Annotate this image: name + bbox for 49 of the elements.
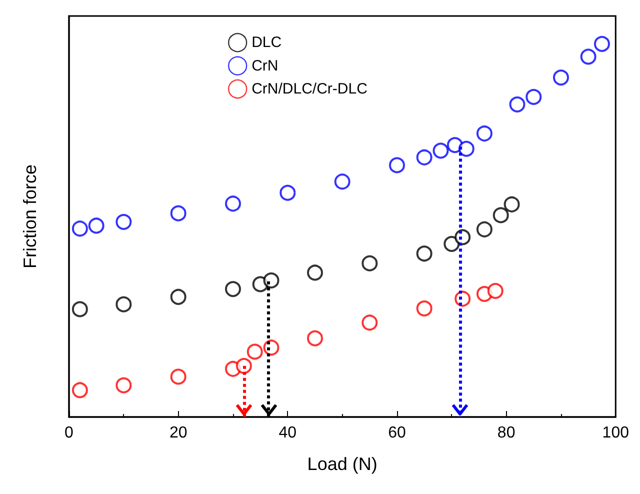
point [246, 344, 263, 360]
point [170, 205, 186, 222]
point [72, 220, 88, 237]
point [307, 264, 323, 281]
point [280, 184, 296, 201]
legend-label: DLC [252, 34, 282, 52]
x-tick-label: 40 [278, 424, 297, 442]
point [362, 255, 378, 272]
point [334, 174, 350, 190]
point [580, 48, 596, 65]
point [307, 330, 323, 346]
point [72, 382, 88, 398]
point [432, 142, 449, 159]
point [476, 126, 492, 142]
point [526, 88, 542, 105]
point [116, 214, 132, 230]
x-tick-label: 20 [169, 424, 188, 442]
x-tick-label: 60 [388, 424, 406, 442]
point [458, 140, 474, 157]
point [416, 300, 432, 316]
point [416, 246, 432, 262]
x-tick-label: 80 [497, 424, 516, 442]
point [362, 314, 378, 331]
point [72, 301, 88, 318]
x-tick-label: 0 [64, 424, 74, 442]
point [236, 358, 252, 374]
point [416, 149, 432, 166]
legend-label: CrN [252, 57, 278, 74]
legend-label: CrN/DLC/Cr-DLC [252, 80, 368, 98]
point [444, 236, 460, 252]
point [487, 282, 504, 299]
point [88, 218, 104, 234]
point [225, 196, 241, 212]
point [225, 281, 241, 298]
point [553, 70, 569, 86]
y-axis-title: Friction force [20, 164, 40, 269]
x-tick-label: 100 [602, 424, 630, 442]
point [476, 221, 492, 238]
point [170, 368, 186, 385]
point [116, 377, 132, 394]
point [492, 207, 509, 224]
point [170, 288, 186, 305]
point [594, 36, 610, 52]
point [263, 272, 280, 288]
point [504, 196, 520, 212]
point [509, 96, 526, 112]
point [389, 157, 405, 174]
x-axis-title: Load (N) [307, 454, 378, 474]
point [116, 296, 132, 312]
